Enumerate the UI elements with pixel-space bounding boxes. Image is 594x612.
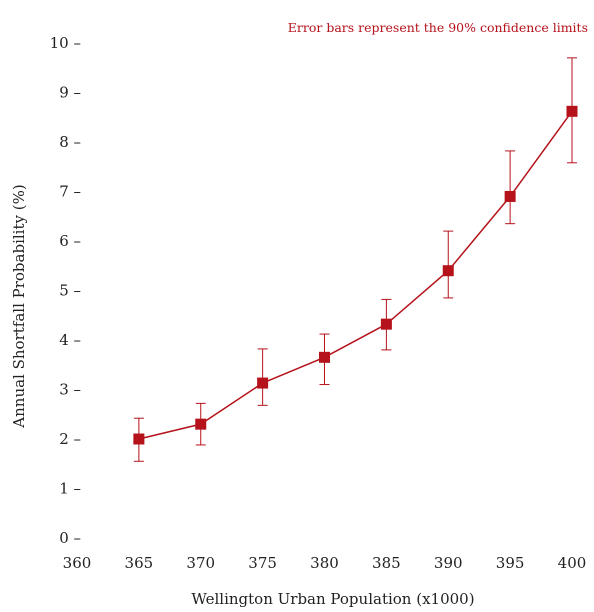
x-tick-label: 380 xyxy=(310,554,339,572)
y-tick-label: 0 – xyxy=(59,529,81,547)
x-tick-label: 385 xyxy=(372,554,401,572)
plot-area xyxy=(133,57,578,462)
series-line xyxy=(138,110,573,440)
data-point xyxy=(133,433,145,445)
data-point xyxy=(257,377,269,389)
y-tick-label: 7 – xyxy=(59,183,81,201)
y-tick-label: 9 – xyxy=(59,84,81,102)
y-tick-label: 10 – xyxy=(50,34,81,52)
y-tick-label: 5 – xyxy=(59,282,81,300)
x-tick-label: 375 xyxy=(248,554,277,572)
data-point xyxy=(319,351,330,363)
y-tick-label: 3 – xyxy=(59,381,81,399)
x-tick-label: 395 xyxy=(496,554,525,572)
x-tick-label: 360 xyxy=(63,554,92,572)
y-axis-title: Annual Shortfall Probability (%) xyxy=(10,184,28,428)
x-axis-title: Wellington Urban Population (x1000) xyxy=(191,590,474,608)
x-tick-label: 370 xyxy=(186,554,215,572)
chart-annotation: Error bars represent the 90% confidence … xyxy=(288,20,588,35)
data-point xyxy=(380,318,392,330)
y-tick-label: 6 – xyxy=(59,232,81,250)
y-tick-label: 8 – xyxy=(59,133,81,151)
data-point xyxy=(566,105,578,117)
x-tick-label: 390 xyxy=(434,554,463,572)
x-tick-label: 400 xyxy=(558,554,587,572)
y-tick-label: 1 – xyxy=(59,480,81,498)
y-axis-ticks: 0 – 1 – 2 – 3 – 4 – 5 – 6 – 7 – 8 – 9 – 10 – xyxy=(50,34,81,547)
data-point xyxy=(504,190,516,202)
data-point xyxy=(195,418,207,430)
x-axis-ticks: 360 365 370 375 380 385 390 395 400 xyxy=(63,554,587,572)
y-tick-label: 4 – xyxy=(59,331,81,349)
y-tick-label: 2 – xyxy=(59,430,81,448)
data-point xyxy=(442,265,454,277)
x-tick-label: 365 xyxy=(125,554,154,572)
